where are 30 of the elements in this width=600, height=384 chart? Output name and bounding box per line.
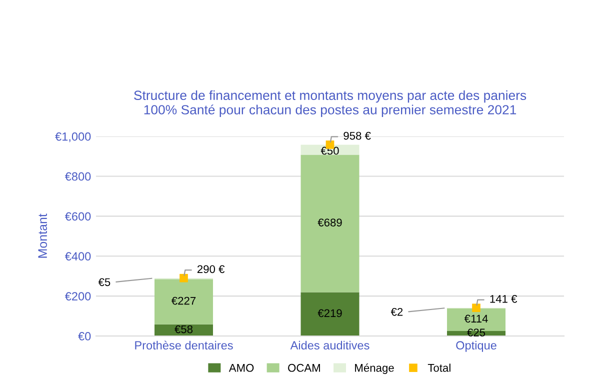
- y-tick-label: €800: [64, 172, 91, 181]
- y-tick-label: €200: [64, 292, 91, 300]
- data-label: €114: [464, 314, 488, 323]
- legend-label: AMO: [228, 364, 254, 372]
- x-tick-label: Optique: [456, 340, 496, 352]
- data-label: €227: [171, 296, 196, 305]
- legend-label: OCAM: [288, 364, 320, 372]
- data-label: €5: [98, 278, 110, 286]
- y-axis-title: Montant: [38, 214, 48, 258]
- data-label: €2: [390, 308, 403, 316]
- point: [472, 304, 480, 312]
- y-tick-label: €0: [78, 332, 91, 340]
- data-label: 290 €: [197, 265, 225, 274]
- data-label: 141 €: [490, 294, 518, 303]
- y-tick-label: €600: [64, 212, 91, 221]
- bar: [300, 154, 360, 292]
- data-label: €219: [318, 309, 342, 318]
- data-label: 958 €: [344, 132, 371, 140]
- bar: [154, 279, 213, 324]
- bar: [300, 292, 360, 336]
- y-tick-label: €1,000: [55, 132, 91, 142]
- x-tick-label: Prothèse dentaires: [135, 340, 233, 350]
- legend-label: Ménage: [355, 364, 394, 374]
- data-label: €689: [318, 218, 342, 226]
- chart-title: Structure de financement et montants moyens par acte des paniers 100% Santé pour chacun des postes au premier semestre 2021: [134, 90, 526, 118]
- data-label: €58: [174, 325, 193, 334]
- y-tick-label: €400: [64, 252, 91, 261]
- point: [180, 274, 188, 282]
- legend-label: Total: [428, 364, 450, 372]
- x-tick-label: Aides auditives: [290, 340, 370, 350]
